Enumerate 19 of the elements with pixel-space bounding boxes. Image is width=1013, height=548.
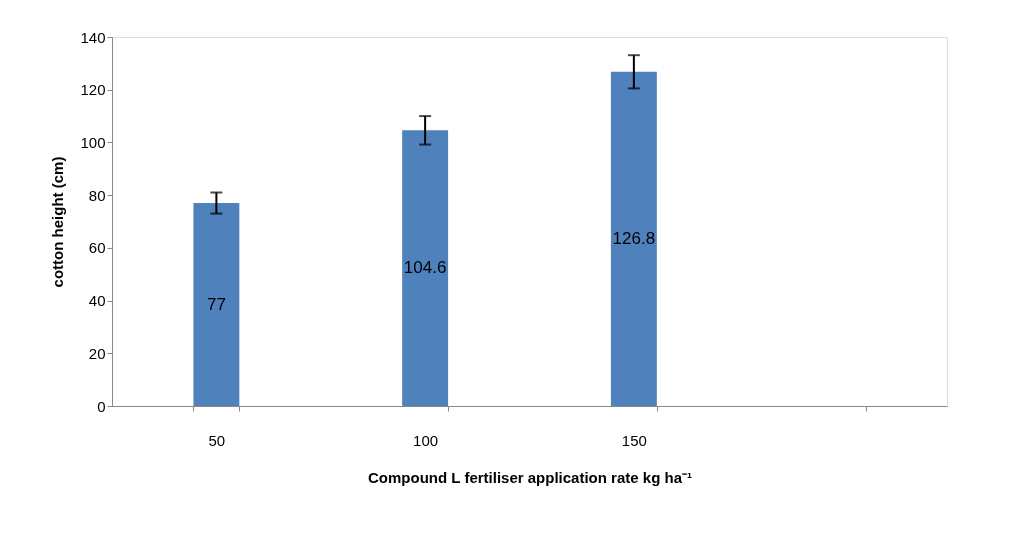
y-tick-label: 120 [80,81,106,99]
y-tick-label: 20 [88,344,106,362]
x-tick-label: 100 [413,431,439,449]
data-label: 104.6 [403,258,447,278]
y-tick-label: 140 [80,28,106,46]
y-tick-label: 80 [88,186,106,204]
y-tick-label: 60 [88,239,106,257]
bar [193,203,240,406]
data-label: 126.8 [612,228,656,248]
bar [402,130,449,406]
bar [610,71,657,406]
y-axis-title: cotton height (cm) [49,156,67,288]
y-tick-label: 0 [97,397,106,415]
y-tick-label: 40 [88,292,106,310]
x-tick-label: 50 [208,431,226,449]
data-label: 77 [206,294,226,314]
y-tick-label: 100 [80,133,106,151]
x-tick-label: 150 [621,431,647,449]
x-axis-title: Compound L fertiliser application rate kg ha⁻¹ [368,468,692,486]
